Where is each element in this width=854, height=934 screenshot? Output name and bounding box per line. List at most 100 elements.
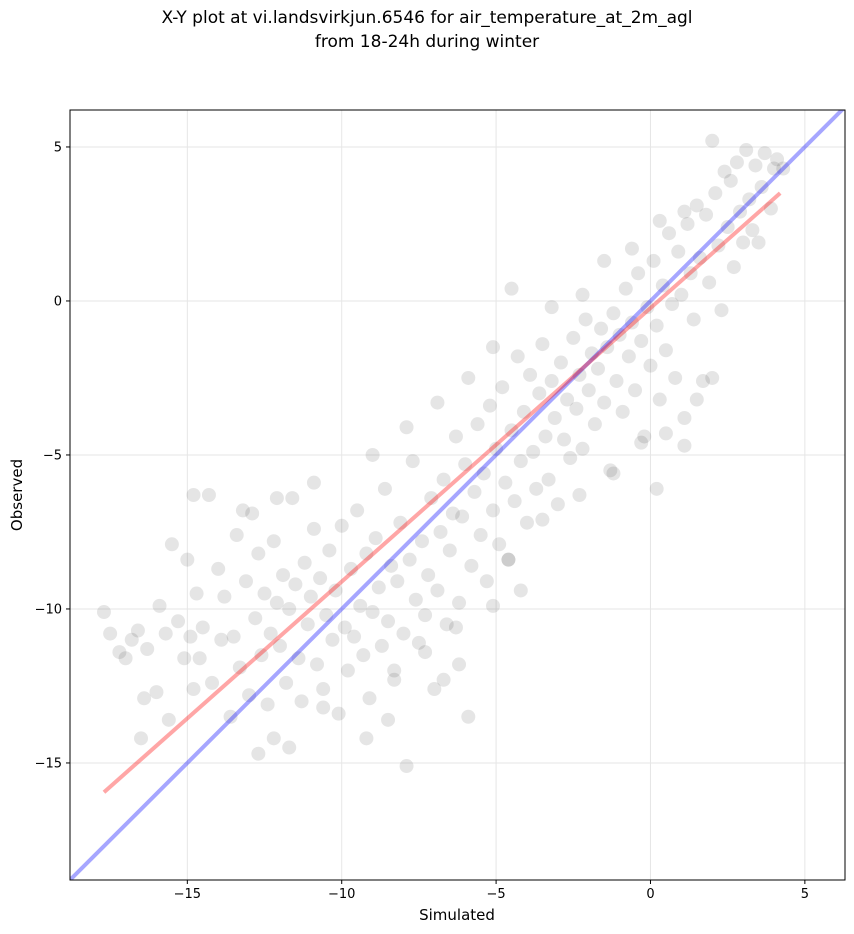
data-point <box>689 198 704 213</box>
data-point <box>538 429 553 444</box>
data-point <box>235 503 250 518</box>
data-point <box>553 355 568 370</box>
x-tick-label: −10 <box>328 887 355 902</box>
data-point <box>186 488 201 502</box>
data-point <box>677 204 692 219</box>
data-point <box>624 315 639 330</box>
data-point <box>674 287 689 302</box>
data-point <box>421 568 436 583</box>
data-point <box>603 463 618 478</box>
data-point <box>662 226 677 241</box>
data-point <box>624 241 639 256</box>
data-point <box>427 682 442 697</box>
data-point <box>328 583 343 598</box>
data-point <box>547 411 562 425</box>
identity-line <box>70 110 845 880</box>
y-tick-label: −10 <box>35 602 62 617</box>
data-point <box>310 657 325 672</box>
data-point <box>634 334 649 348</box>
data-point <box>137 691 152 706</box>
data-point <box>353 598 368 613</box>
data-point <box>399 420 414 435</box>
data-point <box>618 281 633 296</box>
y-tick: −15 <box>35 756 70 771</box>
data-point <box>649 481 664 496</box>
data-point <box>631 266 646 281</box>
data-point <box>365 605 380 620</box>
data-point <box>359 546 374 561</box>
data-point <box>695 374 710 389</box>
data-point <box>532 386 547 401</box>
data-point <box>291 651 306 666</box>
data-point <box>550 497 565 512</box>
data-point <box>254 648 269 663</box>
data-point <box>214 632 229 647</box>
data-point <box>587 417 602 432</box>
data-point <box>510 349 525 364</box>
data-point <box>183 629 198 644</box>
data-point <box>452 657 467 672</box>
data-point <box>430 583 445 598</box>
data-point <box>726 260 741 275</box>
data-point <box>180 552 195 567</box>
y-tick: −10 <box>35 602 70 617</box>
data-point <box>563 451 578 466</box>
data-points <box>96 133 791 774</box>
data-point <box>300 617 315 632</box>
data-point <box>223 709 238 724</box>
data-point <box>621 349 636 364</box>
data-point <box>430 395 445 410</box>
data-point <box>739 143 754 158</box>
data-point <box>325 632 340 647</box>
data-point <box>461 370 476 385</box>
data-point <box>408 592 423 607</box>
data-point <box>134 731 149 746</box>
data-point <box>399 759 414 774</box>
data-point <box>195 620 210 635</box>
data-point <box>628 383 643 398</box>
data-point <box>486 340 501 355</box>
data-point <box>177 651 192 666</box>
grid <box>70 110 845 880</box>
data-point <box>260 697 275 712</box>
data-point <box>652 213 667 228</box>
data-point <box>692 250 707 265</box>
data-point <box>569 401 584 416</box>
data-point <box>575 441 590 456</box>
data-point <box>516 404 531 419</box>
data-point <box>276 568 291 583</box>
data-point <box>612 327 627 342</box>
data-point <box>436 472 451 487</box>
data-point <box>535 512 550 527</box>
data-point <box>266 731 281 746</box>
data-point <box>658 426 673 441</box>
data-point <box>615 404 630 419</box>
x-tick-label: 5 <box>801 887 809 902</box>
data-point <box>343 561 358 576</box>
data-point <box>649 318 664 333</box>
data-point <box>544 300 559 315</box>
data-point <box>770 152 785 167</box>
data-point <box>671 244 686 259</box>
data-point <box>748 158 763 173</box>
y-axis-label: Observed <box>8 459 26 531</box>
x-axis: −15 −10 −5 0 5 <box>174 880 809 902</box>
data-point <box>557 432 572 447</box>
data-point <box>112 645 127 660</box>
data-point <box>282 601 297 616</box>
data-point <box>288 577 303 592</box>
data-point <box>201 488 216 502</box>
data-point <box>359 731 374 746</box>
data-point <box>640 300 655 315</box>
data-point <box>702 275 717 290</box>
data-point <box>149 685 164 700</box>
data-point <box>211 561 226 576</box>
data-point <box>736 235 751 250</box>
data-point <box>424 491 439 506</box>
data-point <box>668 370 683 385</box>
data-point <box>340 663 355 678</box>
data-point <box>418 608 433 623</box>
data-point <box>705 370 720 385</box>
data-point <box>118 651 133 666</box>
data-point <box>486 598 501 613</box>
